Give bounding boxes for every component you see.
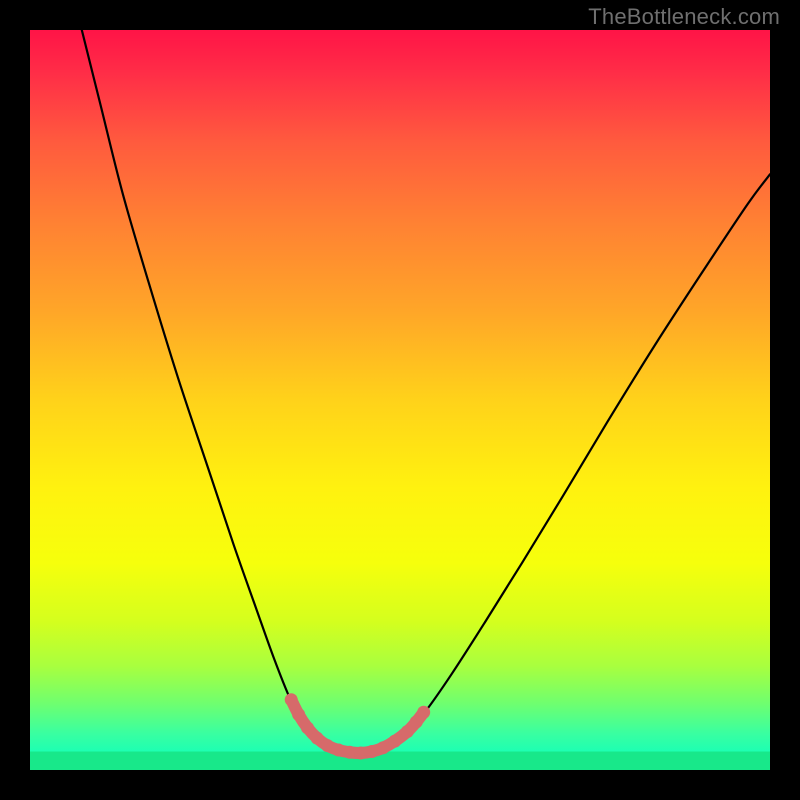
optimal-range-dot: [376, 741, 389, 754]
watermark-label: TheBottleneck.com: [588, 4, 780, 30]
optimal-range-dot: [388, 735, 401, 748]
optimal-range-dot: [321, 739, 334, 752]
optimal-range-dot: [343, 746, 356, 759]
optimal-range-dot: [301, 721, 314, 734]
optimal-range-dot: [417, 706, 430, 719]
chart-container: TheBottleneck.com: [0, 0, 800, 800]
optimal-range-dot: [365, 745, 378, 758]
bottleneck-curve: [30, 30, 770, 770]
optimal-range-dot: [332, 744, 345, 757]
optimal-range-dot: [354, 746, 367, 759]
optimal-range-dot: [292, 708, 305, 721]
optimal-range-dot: [285, 693, 298, 706]
plot-area: [30, 30, 770, 770]
optimal-range-dot: [401, 725, 414, 738]
